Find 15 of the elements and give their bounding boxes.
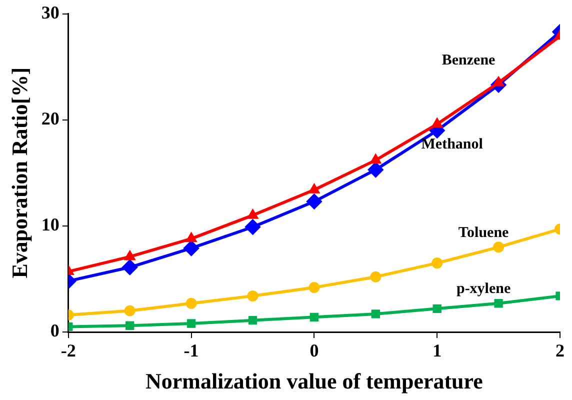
series-label: Toluene (458, 225, 510, 242)
y-axis-title: Evaporation Ratio[%] (6, 67, 32, 278)
y-tick-label: 20 (41, 108, 60, 129)
series-label: Benzene (442, 52, 496, 69)
x-tick-label: 2 (556, 340, 564, 360)
x-tick-label: -1 (184, 340, 199, 360)
series-label: p-xylene (456, 281, 511, 298)
y-tick-label: 30 (41, 2, 60, 22)
y-tick-label: 10 (41, 214, 60, 235)
series-label: Methanol (421, 136, 483, 152)
y-tick-label: 0 (50, 320, 60, 341)
x-tick-label: -2 (60, 340, 76, 360)
x-axis-title: Normalization value of temperature (145, 368, 484, 394)
x-tick-label: 1 (432, 340, 442, 360)
x-tick-label: 0 (310, 340, 319, 360)
